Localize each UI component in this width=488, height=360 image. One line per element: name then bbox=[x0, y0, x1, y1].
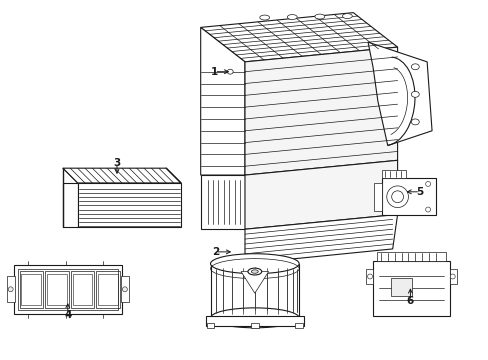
Text: 4: 4 bbox=[64, 310, 71, 320]
Bar bbox=[21, 274, 41, 305]
Ellipse shape bbox=[425, 181, 430, 186]
Polygon shape bbox=[205, 316, 304, 326]
Ellipse shape bbox=[425, 207, 430, 212]
Ellipse shape bbox=[342, 14, 351, 18]
Text: 2: 2 bbox=[211, 247, 219, 257]
Text: 3: 3 bbox=[113, 158, 121, 168]
Polygon shape bbox=[241, 271, 268, 293]
Polygon shape bbox=[367, 42, 431, 145]
Text: 1: 1 bbox=[210, 67, 218, 77]
Polygon shape bbox=[78, 183, 181, 227]
Bar bbox=[206, 323, 214, 328]
Ellipse shape bbox=[314, 14, 324, 19]
Bar bbox=[96, 271, 120, 308]
Bar bbox=[295, 323, 303, 328]
Ellipse shape bbox=[287, 15, 297, 19]
Polygon shape bbox=[200, 175, 244, 229]
Ellipse shape bbox=[391, 191, 403, 203]
Bar bbox=[45, 271, 69, 308]
Bar bbox=[390, 278, 411, 296]
Text: 6: 6 bbox=[406, 296, 413, 306]
Ellipse shape bbox=[210, 308, 299, 328]
Polygon shape bbox=[244, 160, 397, 229]
Ellipse shape bbox=[251, 270, 258, 273]
Ellipse shape bbox=[449, 274, 454, 279]
Polygon shape bbox=[373, 183, 381, 211]
Polygon shape bbox=[372, 261, 449, 316]
Polygon shape bbox=[381, 170, 406, 178]
Bar bbox=[98, 274, 118, 305]
Bar bbox=[121, 276, 128, 302]
Bar bbox=[7, 276, 15, 302]
Bar bbox=[71, 271, 94, 308]
Ellipse shape bbox=[410, 91, 418, 97]
Ellipse shape bbox=[410, 119, 418, 125]
Text: 5: 5 bbox=[416, 187, 423, 197]
Ellipse shape bbox=[386, 186, 407, 208]
Ellipse shape bbox=[247, 268, 261, 275]
Ellipse shape bbox=[259, 15, 269, 20]
Bar bbox=[73, 274, 92, 305]
Bar bbox=[20, 271, 43, 308]
Ellipse shape bbox=[210, 254, 299, 274]
Ellipse shape bbox=[410, 64, 418, 70]
Ellipse shape bbox=[8, 287, 13, 292]
Polygon shape bbox=[18, 269, 118, 310]
Polygon shape bbox=[14, 265, 122, 314]
Polygon shape bbox=[200, 13, 397, 62]
Polygon shape bbox=[366, 269, 372, 284]
Ellipse shape bbox=[367, 274, 372, 279]
Ellipse shape bbox=[227, 69, 233, 74]
Bar bbox=[47, 274, 67, 305]
Ellipse shape bbox=[122, 287, 127, 292]
Bar bbox=[250, 323, 258, 328]
Polygon shape bbox=[63, 168, 181, 183]
Polygon shape bbox=[244, 47, 397, 175]
Polygon shape bbox=[244, 215, 397, 264]
Polygon shape bbox=[381, 178, 435, 215]
Polygon shape bbox=[63, 183, 78, 227]
Polygon shape bbox=[449, 269, 456, 284]
Polygon shape bbox=[200, 27, 244, 175]
Polygon shape bbox=[376, 252, 445, 261]
